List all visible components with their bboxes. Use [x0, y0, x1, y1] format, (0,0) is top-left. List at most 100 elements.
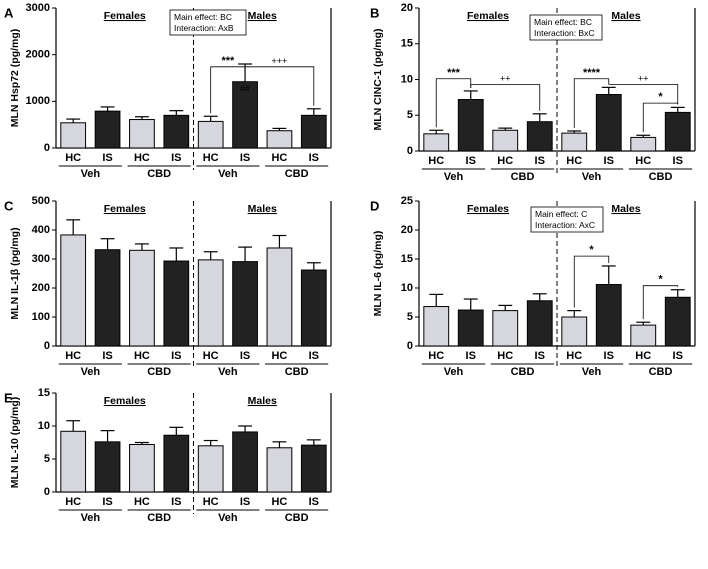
- panel-a-group-label-males: Males: [248, 10, 277, 22]
- panel-c-treatment-label: Veh: [218, 366, 238, 378]
- panel-a-bar-7: [266, 130, 293, 149]
- panel-a-category-label: HC: [65, 152, 81, 164]
- panel-d-group-label-females: Females: [467, 203, 509, 215]
- panel-a-stats-box-line: Interaction: AxB: [174, 23, 234, 33]
- panel-c-y-tick-label: 300: [32, 253, 50, 265]
- panel-e-y-tick-label: 15: [38, 387, 50, 399]
- panel-d-y-tick-label: 25: [401, 195, 413, 207]
- panel-e-treatment-label: CBD: [285, 512, 309, 524]
- panel-c-y-tick-label: 200: [32, 282, 50, 294]
- panel-a-bar-1: [60, 122, 87, 149]
- panel-e-category-label: HC: [65, 496, 81, 508]
- panel-d-treatment-label: Veh: [444, 366, 464, 378]
- panel-d-category-label: HC: [428, 350, 444, 362]
- panel-d-category-label: HC: [497, 350, 513, 362]
- panel-e-group-label-females: Females: [104, 395, 146, 407]
- panel-c-category-label: IS: [102, 350, 112, 362]
- panel-a-treatment-label: CBD: [147, 168, 171, 180]
- panel-c-category-label: HC: [134, 350, 150, 362]
- panel-b-stats-box-line: Main effect: BC: [534, 17, 592, 27]
- panel-a-treatment-label: Veh: [81, 168, 101, 180]
- panel-a-category-label: HC: [134, 152, 150, 164]
- panel-a-category-label: IS: [102, 152, 112, 164]
- panel-e-category-label: HC: [203, 496, 219, 508]
- panel-a-bar-5: [197, 120, 224, 149]
- panel-b-significance-label: ***: [447, 67, 461, 79]
- panel-c-group-label-females: Females: [104, 203, 146, 215]
- panel-c-y-tick-label: 100: [32, 311, 50, 323]
- panel-d-category-label: HC: [566, 350, 582, 362]
- panel-e-y-tick-label: 5: [44, 453, 50, 465]
- panel-b-category-label: HC: [566, 155, 582, 167]
- panel-c-treatment-label: CBD: [147, 366, 171, 378]
- panel-b-treatment-label: CBD: [511, 171, 535, 183]
- panel-b-y-tick-label: 15: [401, 38, 413, 50]
- panel-c-y-tick-label: 0: [44, 340, 50, 352]
- panel-e-category-label: IS: [171, 496, 181, 508]
- panel-d-category-label: IS: [604, 350, 614, 362]
- panel-d-significance-bracket: [573, 255, 610, 308]
- panel-b-significance-label: *: [658, 91, 663, 103]
- panel-c-letter: C: [4, 198, 14, 213]
- panel-c-category-label: HC: [271, 350, 287, 362]
- panel-c-treatment-label: Veh: [81, 366, 101, 378]
- panel-a-y-tick-label: 3000: [26, 2, 50, 14]
- panel-d-significance-label: *: [658, 274, 663, 286]
- panel-e-bar-1: [60, 430, 87, 493]
- panel-c-bar-8: [300, 269, 327, 347]
- panel-b-stats-box: [529, 14, 603, 41]
- panel-b-bar-8: [664, 111, 691, 152]
- panel-c-y-axis-label: MLN IL-1β (pg/mg): [9, 227, 21, 319]
- panel-d-treatment-label: CBD: [511, 366, 535, 378]
- panel-a-significance-bracket: [210, 66, 246, 114]
- panel-d-significance-bracket: [642, 285, 679, 320]
- panel-e-y-tick-label: 10: [38, 420, 50, 432]
- panel-e-category-label: HC: [271, 496, 287, 508]
- panel-c-category-label: IS: [171, 350, 181, 362]
- panel-d-category-label: IS: [466, 350, 476, 362]
- panel-a-significance-label: ***: [221, 55, 235, 67]
- panel-d-category-label: IS: [673, 350, 683, 362]
- panel-b-bar-5: [561, 132, 588, 152]
- panel-e-treatment-label: Veh: [81, 512, 101, 524]
- panel-c-category-label: HC: [203, 350, 219, 362]
- panel-d-bar-2: [457, 309, 484, 347]
- panel-b-bar-3: [492, 129, 519, 152]
- panel-d-stats-box-line: Main effect: C: [535, 209, 587, 219]
- panel-e-treatment-label: CBD: [147, 512, 171, 524]
- panel-d-y-tick-label: 5: [407, 311, 413, 323]
- panel-b-significance-bracket: [642, 102, 679, 133]
- panel-c-bar-3: [129, 249, 155, 347]
- panel-b-significance-bracket: [608, 84, 679, 105]
- panel-a-significance-label: +++: [272, 56, 288, 66]
- panel-b-category-label: IS: [673, 155, 683, 167]
- panel-d-y-axis-label: MLN IL-6 (pg/mg): [372, 231, 384, 317]
- panel-b-stats-box-line: Interaction: BxC: [534, 28, 594, 38]
- panel-b-group-label-males: Males: [611, 10, 640, 22]
- panel-b-bar-6: [595, 94, 622, 152]
- panel-c-category-label: IS: [240, 350, 250, 362]
- panel-e-bar-4: [163, 434, 190, 493]
- panel-b-treatment-label: Veh: [444, 171, 464, 183]
- panel-a-treatment-label: Veh: [218, 168, 238, 180]
- panel-d-treatment-label: CBD: [649, 366, 673, 378]
- panel-b-letter: B: [370, 5, 379, 20]
- panel-b-category-label: IS: [604, 155, 614, 167]
- panel-d-stats-box-line: Interaction: AxC: [535, 220, 595, 230]
- panel-c-group-label-males: Males: [248, 203, 277, 215]
- panel-e-category-label: IS: [102, 496, 112, 508]
- panel-e-bar-7: [266, 447, 293, 493]
- panel-e-bar-6: [232, 431, 258, 493]
- panel-e-letter: E: [4, 390, 13, 405]
- panel-b-significance-label: ++: [500, 74, 511, 84]
- panel-e-group-label-males: Males: [248, 395, 277, 407]
- panel-b-treatment-label: Veh: [582, 171, 602, 183]
- panel-e-bar-2: [94, 441, 121, 493]
- panel-a-significance-label: ##: [240, 84, 250, 94]
- panel-e-bar-3: [129, 443, 155, 493]
- panel-b-significance-bracket: [573, 78, 610, 128]
- panel-a-letter: A: [4, 5, 14, 20]
- panel-a-y-tick-label: 0: [44, 142, 50, 154]
- panel-e-y-tick-label: 0: [44, 486, 50, 498]
